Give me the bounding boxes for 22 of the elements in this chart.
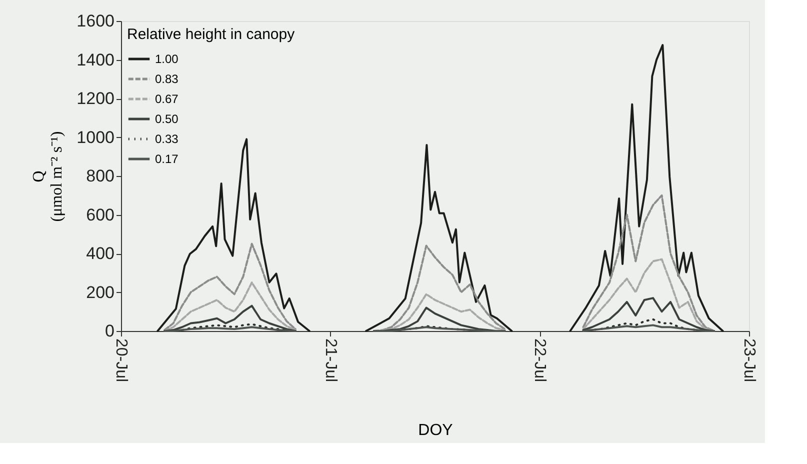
legend-label: 0.50	[155, 112, 179, 126]
x-tick-label: 21-Jul	[322, 338, 339, 382]
y-axis-title: Q (μmol m⁻² s⁻¹)	[30, 131, 66, 222]
y-tick-label: 0	[105, 322, 114, 340]
legend-label: 1.00	[155, 52, 179, 66]
legend-title: Relative height in canopy	[127, 26, 296, 43]
y-tick-label: 1400	[76, 50, 114, 70]
x-tick-label: 20-Jul	[112, 338, 130, 382]
y-tick-label: 600	[86, 205, 114, 224]
legend-label: 0.17	[155, 152, 179, 166]
y-tick-label: 1600	[76, 12, 114, 30]
y-tick-label: 800	[86, 166, 114, 186]
legend-label: 0.33	[155, 132, 179, 146]
y-tick-label: 200	[86, 282, 114, 302]
x-tick-label: 22-Jul	[531, 338, 548, 382]
y-tick-label: 1200	[76, 89, 114, 108]
legend-label: 0.67	[155, 92, 179, 106]
x-tick-label: 23-Jul	[740, 338, 758, 382]
legend-label: 0.83	[155, 72, 179, 86]
y-tick-label: 400	[86, 244, 114, 263]
y-tick-label: 1000	[76, 128, 114, 147]
x-axis-title: DOY	[418, 422, 454, 440]
